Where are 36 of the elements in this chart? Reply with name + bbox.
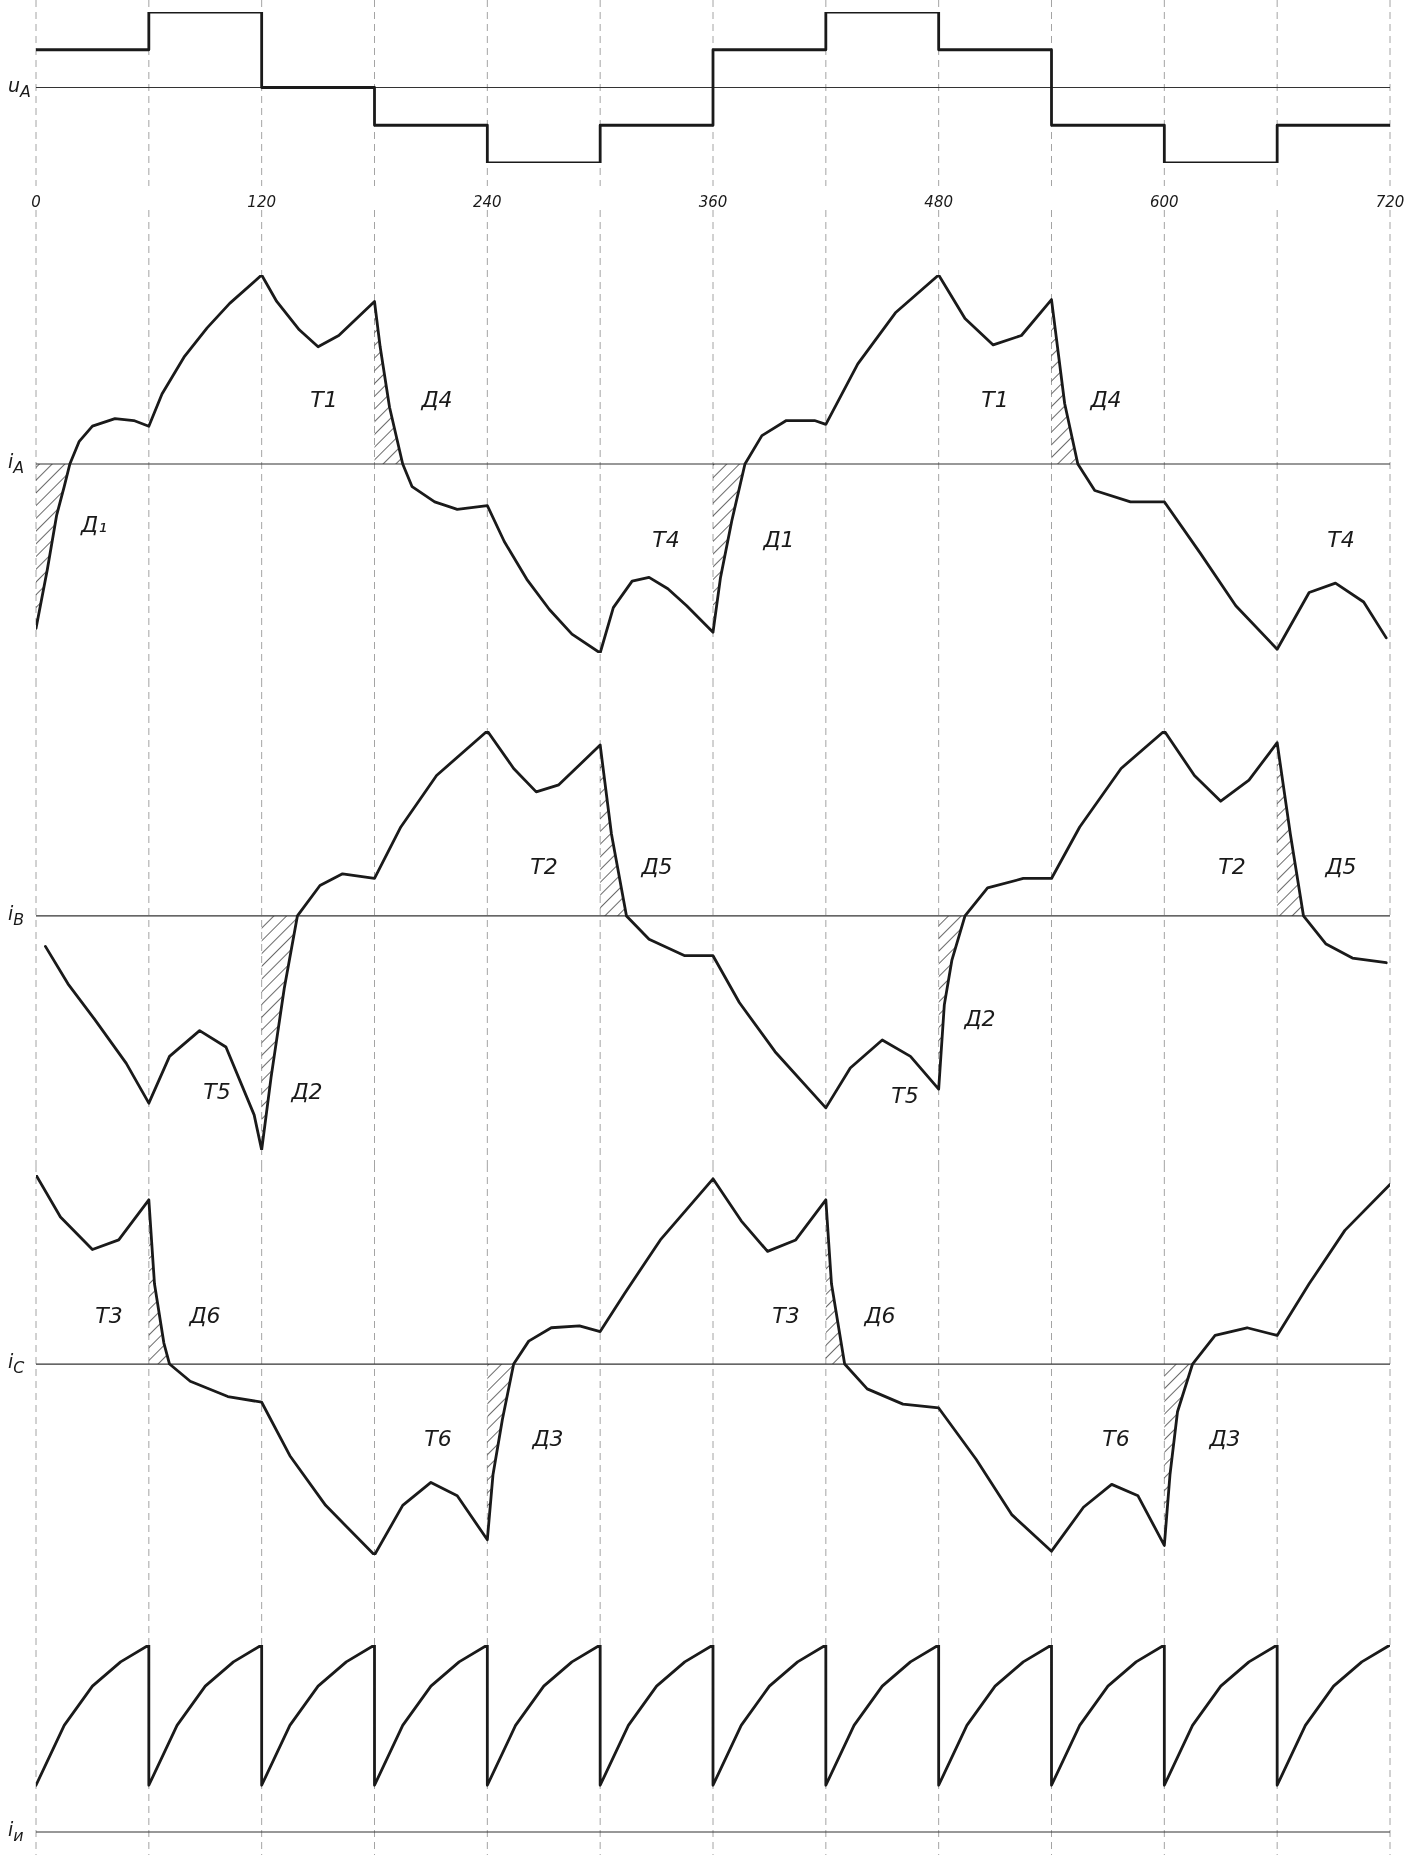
annotation: Д5	[641, 854, 673, 880]
x-tick-label: 240	[473, 192, 502, 211]
annotation: Т5	[203, 1079, 231, 1105]
annotation: Д6	[864, 1303, 896, 1329]
annotation: Д₁	[80, 512, 108, 538]
x-tick-label: 0	[31, 192, 41, 211]
annotation: Т6	[1102, 1426, 1130, 1452]
annotation: Д4	[421, 387, 453, 413]
annotation: Д5	[1325, 854, 1357, 880]
annotation: Т2	[1218, 854, 1246, 880]
y-axis-title: i$_{B}$	[8, 901, 25, 931]
annotation: Д6	[189, 1303, 221, 1329]
annotation: Т2	[530, 854, 558, 880]
y-axis-title: i$_{и}$	[8, 1818, 24, 1847]
annotation: Д1	[763, 527, 795, 553]
x-tick-label: 360	[698, 192, 728, 211]
annotation: Т5	[891, 1083, 919, 1109]
annotation: Т6	[424, 1426, 452, 1452]
y-axis-title: i$_{C}$	[8, 1350, 25, 1379]
annotation: Д2	[964, 1006, 996, 1032]
annotation: Т1	[981, 387, 1009, 413]
annotation: Т3	[772, 1303, 800, 1329]
y-axis-title: i$_{A}$	[8, 450, 25, 479]
annotation: Д2	[291, 1079, 323, 1105]
annotation: Т4	[652, 527, 680, 553]
annotation: Т4	[1327, 527, 1355, 553]
annotation: Д4	[1090, 387, 1122, 413]
annotation: Д3	[532, 1426, 564, 1452]
x-tick-label: 720	[1375, 192, 1405, 211]
x-tick-label: 120	[247, 192, 276, 211]
annotation: Т1	[310, 387, 338, 413]
x-tick-label: 480	[924, 192, 953, 211]
x-tick-label: 600	[1150, 192, 1179, 211]
y-axis-title: u$_{A}$	[8, 73, 31, 103]
annotation: Д3	[1209, 1426, 1241, 1452]
annotation: Т3	[95, 1303, 123, 1329]
